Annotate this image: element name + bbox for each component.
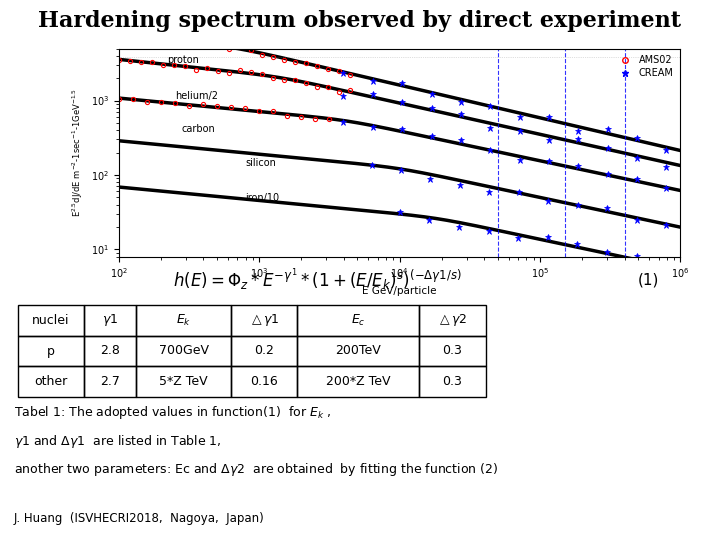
Bar xyxy=(84,305,136,336)
Text: p: p xyxy=(47,345,55,357)
Text: other: other xyxy=(35,375,68,388)
Text: 700GeV: 700GeV xyxy=(158,345,209,357)
Text: helium/2: helium/2 xyxy=(175,91,217,101)
Text: 200TeV: 200TeV xyxy=(336,345,381,357)
Bar xyxy=(419,366,485,397)
Text: (1): (1) xyxy=(637,272,659,287)
Text: nuclei: nuclei xyxy=(32,314,70,327)
Text: silicon: silicon xyxy=(246,158,276,168)
Text: 0.16: 0.16 xyxy=(250,375,278,388)
Legend: AMS02, CREAM: AMS02, CREAM xyxy=(617,53,675,80)
Bar xyxy=(84,366,136,397)
Text: 200*Z TeV: 200*Z TeV xyxy=(326,375,390,388)
Text: 2.7: 2.7 xyxy=(100,375,120,388)
Bar xyxy=(18,305,84,336)
Text: $\triangle\gamma$2: $\triangle\gamma$2 xyxy=(437,313,468,328)
Bar xyxy=(297,305,419,336)
X-axis label: E GeV/particle: E GeV/particle xyxy=(362,286,437,295)
Bar xyxy=(297,366,419,397)
Bar xyxy=(230,336,297,366)
Bar xyxy=(136,366,230,397)
Bar xyxy=(419,305,485,336)
Bar xyxy=(230,366,297,397)
Text: proton: proton xyxy=(167,55,199,65)
Bar xyxy=(297,336,419,366)
Text: Tabel 1: The adopted values in function(1)  for $E_k$ ,: Tabel 1: The adopted values in function(… xyxy=(14,404,332,421)
Bar xyxy=(136,336,230,366)
Bar xyxy=(84,336,136,366)
Text: 0.2: 0.2 xyxy=(254,345,274,357)
Text: another two parameters: Ec and $\Delta\gamma$2  are obtained  by fitting the fun: another two parameters: Ec and $\Delta\g… xyxy=(14,461,499,478)
Bar xyxy=(18,336,84,366)
Text: $\triangle\gamma$1: $\triangle\gamma$1 xyxy=(248,313,279,328)
Text: 2.8: 2.8 xyxy=(100,345,120,357)
Text: $E_c$: $E_c$ xyxy=(351,313,366,328)
Text: carbon: carbon xyxy=(181,124,215,134)
Y-axis label: E$^{2.5}$dJ/dE m$^{-2}$-1sec$^{-1}$-1GeV$^{-1.5}$: E$^{2.5}$dJ/dE m$^{-2}$-1sec$^{-1}$-1GeV… xyxy=(71,88,85,217)
Text: $\gamma$1: $\gamma$1 xyxy=(102,313,118,328)
Text: J. Huang  (ISVHECRI2018,  Nagoya,  Japan): J. Huang (ISVHECRI2018, Nagoya, Japan) xyxy=(14,511,264,525)
Bar xyxy=(419,336,485,366)
Text: $h(E) = \Phi_z * E^{-\gamma^1} * (1 + (E/E_k)^s)^{(-\Delta\gamma 1/s)}$: $h(E) = \Phi_z * E^{-\gamma^1} * (1 + (E… xyxy=(173,267,461,293)
Text: $\gamma$1 and $\Delta\gamma$1  are listed in Table 1,: $\gamma$1 and $\Delta\gamma$1 are listed… xyxy=(14,433,222,449)
Bar xyxy=(136,305,230,336)
Text: iron/10: iron/10 xyxy=(246,193,279,202)
Text: $E_k$: $E_k$ xyxy=(176,313,192,328)
Text: 5*Z TeV: 5*Z TeV xyxy=(159,375,208,388)
Bar xyxy=(230,305,297,336)
Bar xyxy=(18,366,84,397)
Text: 0.3: 0.3 xyxy=(443,375,462,388)
Text: Hardening spectrum observed by direct experiment: Hardening spectrum observed by direct ex… xyxy=(38,10,682,32)
Text: 0.3: 0.3 xyxy=(443,345,462,357)
